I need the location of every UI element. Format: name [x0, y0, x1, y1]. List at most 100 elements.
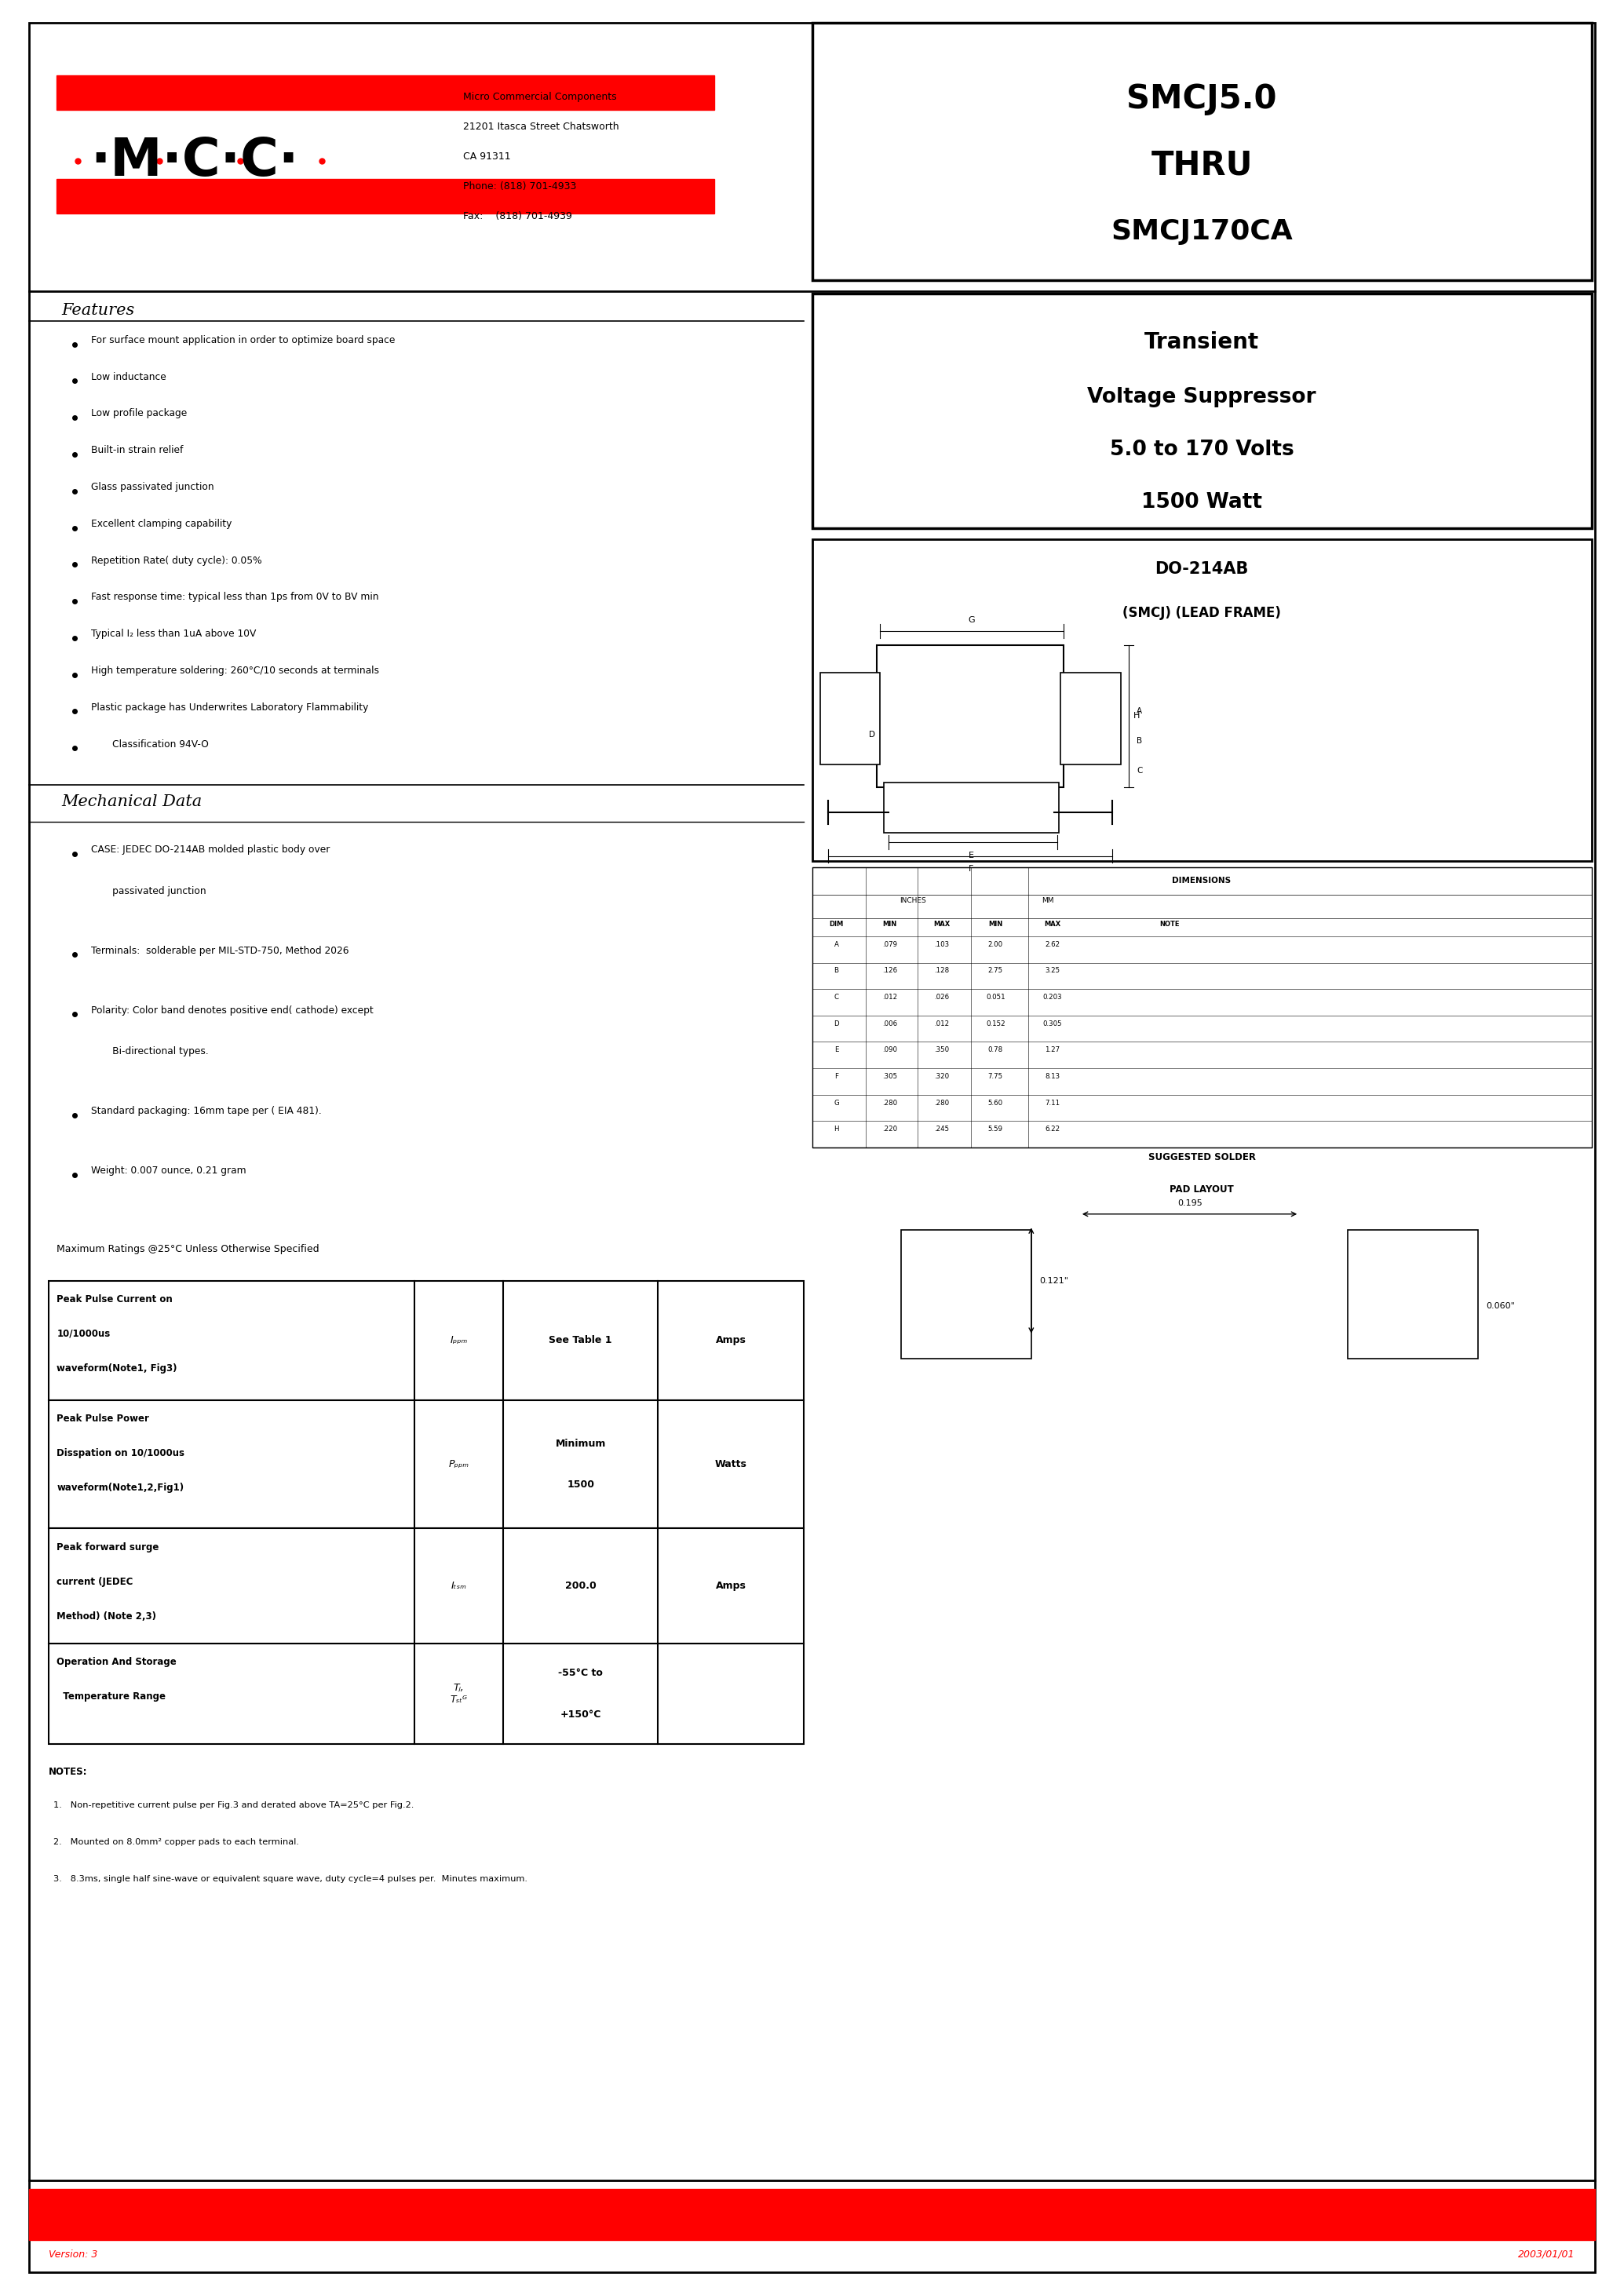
Text: ·M·C·C·: ·M·C·C·: [91, 135, 299, 186]
Text: 0.195: 0.195: [1177, 1200, 1203, 1207]
Text: DIM: DIM: [830, 920, 843, 927]
Text: 7.75: 7.75: [987, 1072, 1004, 1081]
Bar: [812, 539, 1592, 861]
Text: Phone: (818) 701-4933: Phone: (818) 701-4933: [463, 181, 577, 190]
Text: Fast response time: typical less than 1ps from 0V to BV min: Fast response time: typical less than 1p…: [91, 592, 378, 601]
Text: INCHES: INCHES: [900, 897, 926, 904]
Text: Maximum Ratings @25°C Unless Otherwise Specified: Maximum Ratings @25°C Unless Otherwise S…: [57, 1244, 320, 1253]
Text: 1.27: 1.27: [1044, 1047, 1060, 1053]
Text: Repetition Rate( duty cycle): 0.05%: Repetition Rate( duty cycle): 0.05%: [91, 555, 261, 565]
Text: Pₚₚₘ: Pₚₚₘ: [448, 1460, 469, 1469]
Text: 5.59: 5.59: [987, 1125, 1004, 1134]
Text: 21201 Itasca Street Chatsworth: 21201 Itasca Street Chatsworth: [463, 122, 619, 131]
Text: 8.13: 8.13: [1044, 1072, 1060, 1081]
Text: NOTES:: NOTES:: [49, 1767, 88, 1776]
Text: PAD LAYOUT: PAD LAYOUT: [1169, 1184, 1234, 1193]
Text: SUGGESTED SOLDER: SUGGESTED SOLDER: [1148, 1152, 1255, 1161]
Text: Peak Pulse Power: Peak Pulse Power: [57, 1414, 149, 1423]
Text: waveform(Note1,2,Fig1): waveform(Note1,2,Fig1): [57, 1483, 184, 1492]
Text: Peak Pulse Current on: Peak Pulse Current on: [57, 1294, 172, 1304]
Text: Amps: Amps: [716, 1581, 745, 1590]
Text: www.mccsemi.com: www.mccsemi.com: [661, 2201, 963, 2228]
Text: .280: .280: [882, 1099, 898, 1106]
Bar: [57, 76, 715, 110]
Text: passivated junction: passivated junction: [91, 886, 206, 895]
Bar: [49, 1281, 804, 1400]
Text: Fax:    (818) 701-4939: Fax: (818) 701-4939: [463, 211, 572, 220]
Text: CASE: JEDEC DO-214AB molded plastic body over: CASE: JEDEC DO-214AB molded plastic body…: [91, 845, 330, 854]
Text: waveform(Note1, Fig3): waveform(Note1, Fig3): [57, 1363, 177, 1372]
Text: .245: .245: [934, 1125, 950, 1134]
Text: Low profile package: Low profile package: [91, 409, 187, 418]
Text: G: G: [833, 1099, 840, 1106]
Text: Low inductance: Low inductance: [91, 372, 166, 381]
Text: B: B: [1137, 737, 1142, 746]
Text: Classification 94V-O: Classification 94V-O: [91, 739, 208, 748]
Text: .305: .305: [882, 1072, 898, 1081]
Text: C: C: [835, 994, 838, 1001]
FancyBboxPatch shape: [883, 783, 1059, 833]
Text: 5.0 to 170 Volts: 5.0 to 170 Volts: [1109, 441, 1294, 459]
Text: 0.152: 0.152: [986, 1019, 1005, 1028]
Bar: [820, 672, 880, 764]
Text: Iₚₚₘ: Iₚₚₘ: [450, 1336, 468, 1345]
Text: MAX: MAX: [1044, 920, 1060, 927]
Text: Polarity: Color band denotes positive end( cathode) except: Polarity: Color band denotes positive en…: [91, 1005, 374, 1014]
Text: D: D: [869, 730, 875, 739]
Text: 7.11: 7.11: [1044, 1099, 1060, 1106]
Text: 2003/01/01: 2003/01/01: [1518, 2249, 1575, 2258]
Bar: [901, 1230, 1031, 1359]
Text: .090: .090: [882, 1047, 898, 1053]
Text: 1500: 1500: [567, 1480, 594, 1489]
Text: NOTE: NOTE: [1160, 920, 1179, 927]
Text: 2.   Mounted on 8.0mm² copper pads to each terminal.: 2. Mounted on 8.0mm² copper pads to each…: [54, 1838, 299, 1845]
Text: B: B: [835, 968, 838, 975]
Bar: [49, 1400, 804, 1528]
Text: H: H: [1134, 711, 1140, 721]
Text: F: F: [835, 1072, 838, 1081]
Text: .006: .006: [882, 1019, 898, 1028]
Text: THRU: THRU: [1151, 149, 1252, 181]
Text: A: A: [835, 941, 838, 948]
Text: E: E: [968, 851, 974, 858]
Text: .026: .026: [934, 994, 950, 1001]
Bar: [29, 2189, 1595, 2240]
Text: +150°C: +150°C: [560, 1710, 601, 1719]
Text: Amps: Amps: [716, 1336, 745, 1345]
Text: D: D: [833, 1019, 840, 1028]
Text: 0.203: 0.203: [1043, 994, 1062, 1001]
Text: E: E: [835, 1047, 838, 1053]
Text: Weight: 0.007 ounce, 0.21 gram: Weight: 0.007 ounce, 0.21 gram: [91, 1166, 247, 1175]
Text: .012: .012: [882, 994, 898, 1001]
Bar: [812, 868, 1592, 1148]
Text: Micro Commercial Components: Micro Commercial Components: [463, 92, 617, 101]
Text: Features: Features: [62, 303, 135, 317]
Text: 2.00: 2.00: [987, 941, 1004, 948]
Text: -55°C to: -55°C to: [559, 1668, 603, 1678]
Text: Transient: Transient: [1145, 330, 1259, 353]
Text: For surface mount application in order to optimize board space: For surface mount application in order t…: [91, 335, 395, 344]
Text: 0.121": 0.121": [1039, 1276, 1069, 1285]
Text: Glass passivated junction: Glass passivated junction: [91, 482, 214, 491]
Text: Peak forward surge: Peak forward surge: [57, 1542, 159, 1551]
Text: 200.0: 200.0: [565, 1581, 596, 1590]
Text: Voltage Suppressor: Voltage Suppressor: [1088, 388, 1315, 406]
Text: Built-in strain relief: Built-in strain relief: [91, 445, 184, 454]
Bar: [57, 179, 715, 213]
Text: DIMENSIONS: DIMENSIONS: [1173, 877, 1231, 884]
Text: SMCJ170CA: SMCJ170CA: [1111, 218, 1293, 246]
Text: 0.78: 0.78: [987, 1047, 1004, 1053]
Text: current (JEDEC: current (JEDEC: [57, 1577, 133, 1586]
Text: High temperature soldering: 260°C/10 seconds at terminals: High temperature soldering: 260°C/10 sec…: [91, 666, 378, 675]
Text: 2.62: 2.62: [1044, 941, 1060, 948]
Text: SMCJ5.0: SMCJ5.0: [1127, 83, 1276, 115]
Text: Mechanical Data: Mechanical Data: [62, 794, 203, 808]
Text: Excellent clamping capability: Excellent clamping capability: [91, 519, 232, 528]
Text: Bi-directional types.: Bi-directional types.: [91, 1047, 208, 1056]
Text: .320: .320: [934, 1072, 950, 1081]
Text: 0.051: 0.051: [986, 994, 1005, 1001]
Text: .012: .012: [934, 1019, 950, 1028]
Text: 6.22: 6.22: [1044, 1125, 1060, 1134]
Text: C: C: [1137, 767, 1143, 776]
Text: MAX: MAX: [934, 920, 950, 927]
